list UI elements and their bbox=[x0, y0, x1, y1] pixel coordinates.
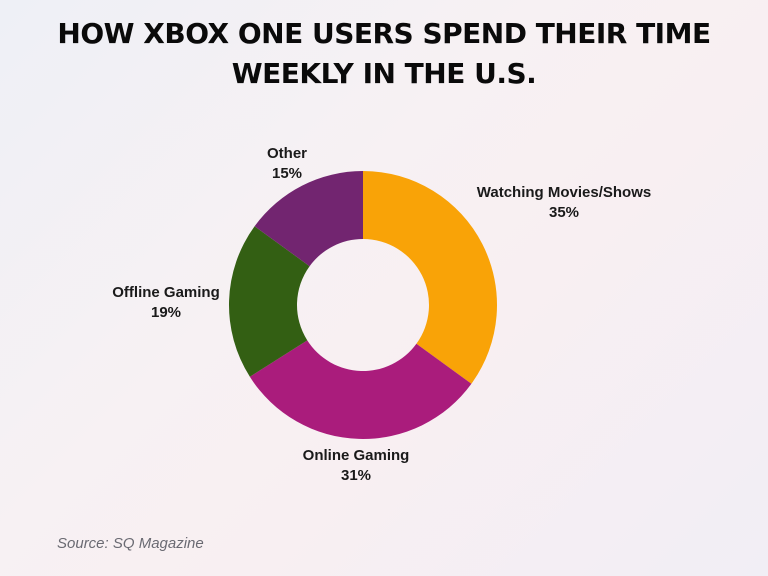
label-offline-gaming: Offline Gaming 19% bbox=[112, 283, 220, 323]
label-value: 19% bbox=[150, 304, 182, 321]
label-other: Other 15% bbox=[267, 144, 307, 184]
label-name: Other bbox=[266, 145, 308, 162]
chart-title-line2: WEEKLY IN THE U.S. bbox=[231, 57, 537, 90]
slice-offline-gaming bbox=[229, 226, 310, 377]
chart-title-line1: HOW XBOX ONE USERS SPEND THEIR TIME bbox=[57, 17, 711, 50]
label-value: 35% bbox=[548, 204, 580, 221]
label-value: 31% bbox=[340, 467, 372, 484]
slice-other bbox=[254, 171, 363, 267]
label-name: Offline Gaming bbox=[112, 284, 220, 301]
label-watching-movies: Watching Movies/Shows 35% bbox=[477, 183, 651, 223]
label-name: Watching Movies/Shows bbox=[476, 184, 652, 201]
label-name: Online Gaming bbox=[302, 447, 410, 464]
slice-watching-movies-shows bbox=[363, 171, 497, 384]
source-note: Source: SQ Magazine bbox=[57, 535, 204, 552]
label-value: 15% bbox=[271, 165, 303, 182]
label-online-gaming: Online Gaming 31% bbox=[303, 446, 410, 486]
slice-online-gaming bbox=[249, 340, 472, 439]
chart-title: HOW XBOX ONE USERS SPEND THEIR TIME WEEK… bbox=[0, 14, 768, 94]
